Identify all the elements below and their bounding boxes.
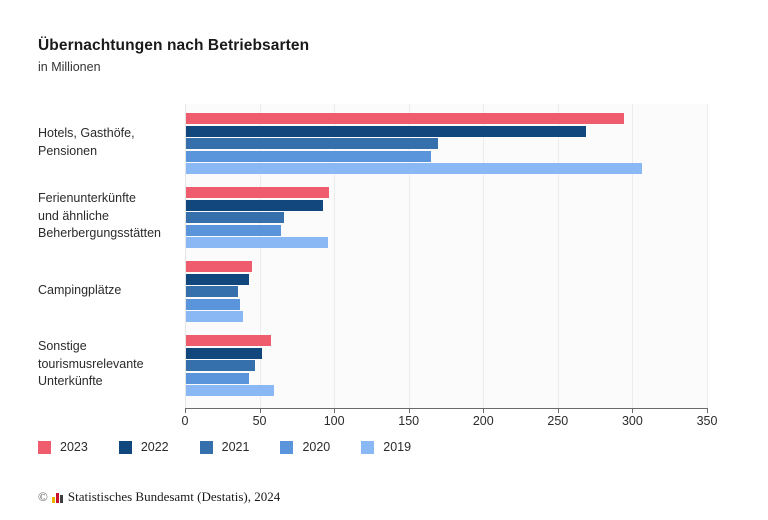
tick-mark-300 <box>632 408 634 413</box>
bar-2019-cat2 <box>186 237 328 248</box>
legend-swatch-icon <box>38 440 51 454</box>
x-tick-label-0: 0 <box>181 414 189 428</box>
tick-mark-200 <box>483 408 485 413</box>
bar-2022-cat1 <box>186 125 586 137</box>
gridline-0 <box>185 104 186 408</box>
footer-attribution: Statistisches Bundesamt (Destatis), 2024 <box>67 489 281 504</box>
x-tick-label-250: 250 <box>547 414 569 428</box>
x-tick-label-200: 200 <box>472 414 494 428</box>
tick-mark-0 <box>185 408 186 413</box>
category-label-line: Pensionen <box>38 143 98 158</box>
legend-label: 2021 <box>221 440 250 454</box>
tick-mark-250 <box>557 408 559 413</box>
x-tick-label-150: 150 <box>398 414 420 428</box>
bar-2019-cat4 <box>186 385 274 396</box>
bar-2020-cat4 <box>186 372 249 384</box>
bar-2019-cat1 <box>186 163 643 174</box>
legend-swatch-icon <box>199 440 213 454</box>
gridline-350 <box>707 104 708 408</box>
x-axis-line <box>185 408 708 409</box>
bar-2020-cat3 <box>186 298 240 310</box>
category-label-line: tourismusrelevante <box>38 356 144 371</box>
tick-mark-50 <box>259 408 261 413</box>
legend-item-2021[interactable]: 2021 <box>199 440 250 454</box>
category-label-line: Unterkünfte <box>38 374 103 389</box>
category-label-4: Sonstige tourismusrelevante Unterkünfte <box>38 338 178 391</box>
chart-footer: © Statistisches Bundesamt (Destatis), 20… <box>38 489 280 505</box>
gridline-50 <box>259 104 261 408</box>
bar-2019-cat3 <box>186 311 243 322</box>
legend-item-2019[interactable]: 2019 <box>361 440 411 454</box>
gridline-150 <box>408 104 410 408</box>
x-tick-label-350: 350 <box>696 414 718 428</box>
bar-2023-cat4 <box>186 335 271 346</box>
bar-2021-cat4 <box>186 360 255 371</box>
category-label-3: Campingplätze <box>38 282 178 300</box>
bar-2023-cat1 <box>186 113 625 124</box>
gridline-200 <box>483 104 485 408</box>
logo-bar-1 <box>51 496 55 503</box>
category-label-line: Sonstige <box>38 339 87 354</box>
chart-subtitle: in Millionen <box>38 60 101 74</box>
copyright-icon: © <box>38 489 48 504</box>
bar-2021-cat3 <box>186 286 239 297</box>
legend-label: 2022 <box>140 440 169 454</box>
chart-header: Übernachtungen nach Betriebsarten in Mil… <box>38 36 738 76</box>
category-label-2: Ferienunterkünfte und ähnliche Beherbergun… <box>38 190 178 243</box>
legend-item-2022[interactable]: 2022 <box>118 440 169 454</box>
bar-2022-cat3 <box>186 273 249 285</box>
gridline-300 <box>632 104 634 408</box>
bar-2020-cat2 <box>186 224 282 236</box>
bar-2022-cat4 <box>186 347 263 359</box>
category-label-line: Campingplätze <box>38 282 122 297</box>
legend-swatch-icon <box>118 440 132 454</box>
legend-item-2020[interactable]: 2020 <box>280 440 330 454</box>
bar-2023-cat2 <box>186 187 330 198</box>
gridline-250 <box>557 104 559 408</box>
category-label-line: Beherbergungsstätten <box>38 226 162 241</box>
legend-label: 2020 <box>302 440 331 454</box>
destatis-logo-icon <box>51 492 63 503</box>
tick-mark-350 <box>707 408 708 413</box>
chart-legend: 2023 2022 2021 2020 2019 <box>38 440 442 454</box>
bar-2020-cat1 <box>186 150 431 162</box>
tick-mark-100 <box>334 408 336 413</box>
category-label-line: Hotels, Gasthöfe, <box>38 126 135 140</box>
category-label-1: Hotels, Gasthöfe, Pensionen <box>38 125 178 160</box>
logo-bar-2 <box>55 492 59 503</box>
x-tick-label-300: 300 <box>621 414 643 428</box>
x-tick-label-50: 50 <box>252 414 267 428</box>
legend-label: 2019 <box>383 440 412 454</box>
category-label-line: Ferienunterkünfte <box>38 191 136 206</box>
category-label-line: und ähnliche <box>38 208 109 223</box>
bar-2023-cat3 <box>186 261 252 272</box>
page-title: Übernachtungen nach Betriebsarten <box>38 37 310 54</box>
bar-2021-cat1 <box>186 138 439 149</box>
x-tick-label-100: 100 <box>323 414 345 428</box>
gridline-100 <box>334 104 336 408</box>
legend-swatch-icon <box>280 440 294 454</box>
logo-bar-3 <box>59 494 63 503</box>
legend-label: 2023 <box>60 440 88 454</box>
legend-item-2023[interactable]: 2023 <box>38 440 88 454</box>
bar-2021-cat2 <box>186 212 285 223</box>
bar-2022-cat2 <box>186 199 324 211</box>
legend-swatch-icon <box>361 440 375 454</box>
tick-mark-150 <box>408 408 410 413</box>
